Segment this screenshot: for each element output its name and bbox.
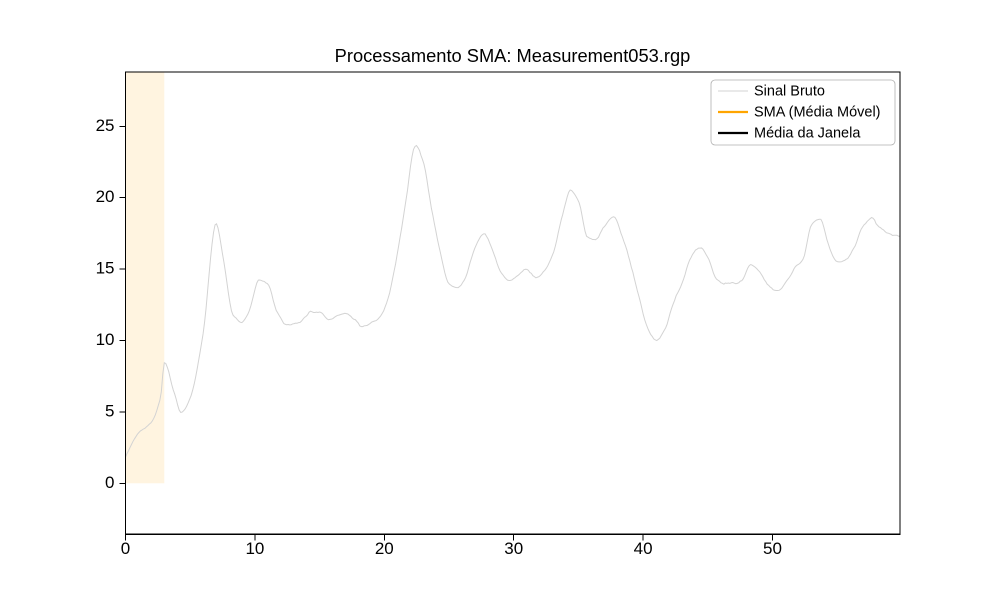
svg-text:25: 25 [96, 116, 115, 135]
svg-text:30: 30 [504, 539, 523, 558]
svg-text:20: 20 [375, 539, 394, 558]
svg-text:Processamento SMA: Measurement: Processamento SMA: Measurement053.rgp [335, 45, 691, 66]
svg-text:10: 10 [96, 330, 115, 349]
svg-text:40: 40 [634, 539, 653, 558]
svg-text:0: 0 [105, 473, 114, 492]
svg-text:0: 0 [121, 539, 130, 558]
svg-text:Média da Janela: Média da Janela [754, 126, 861, 142]
svg-text:15: 15 [96, 259, 115, 278]
svg-text:10: 10 [245, 539, 264, 558]
svg-text:Sinal Bruto: Sinal Bruto [754, 84, 825, 100]
svg-text:50: 50 [763, 539, 782, 558]
svg-text:5: 5 [105, 401, 114, 420]
svg-text:SMA (Média Móvel): SMA (Média Móvel) [754, 105, 881, 121]
svg-text:20: 20 [96, 187, 115, 206]
